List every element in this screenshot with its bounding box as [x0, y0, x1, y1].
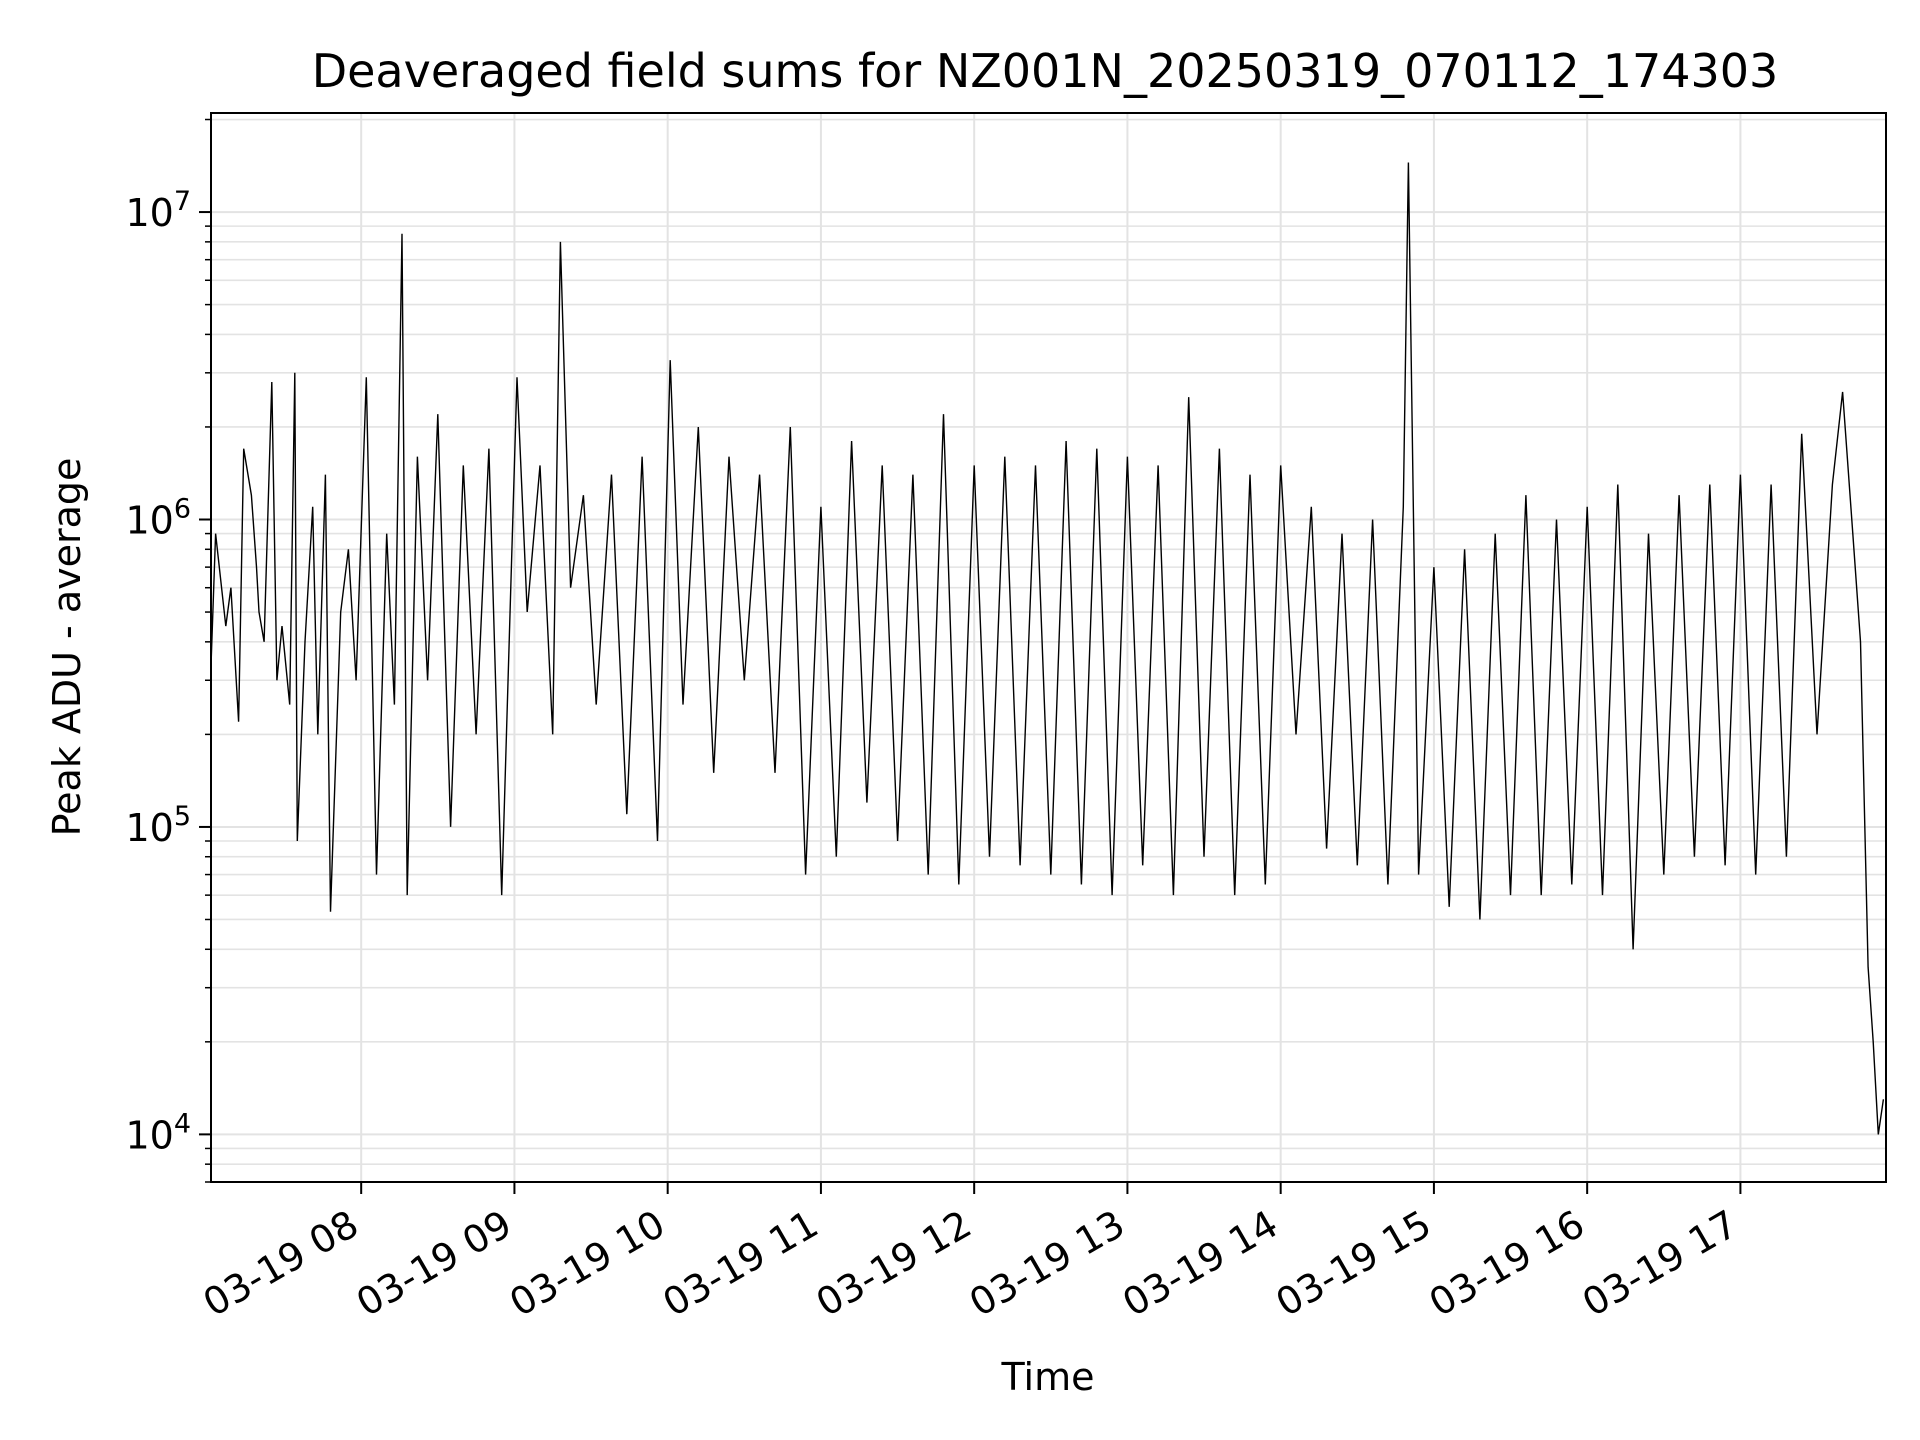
x-axis-label: Time: [1001, 1355, 1095, 1399]
y-tick-label: 107: [125, 186, 191, 235]
y-tick-label: 104: [125, 1108, 191, 1157]
plot-area: [211, 162, 1885, 1135]
y-tick-label: 106: [125, 494, 191, 543]
y-tick-label: 105: [125, 801, 191, 850]
chart-title: Deaveraged field sums for NZ001N_2025031…: [312, 44, 1779, 98]
series-line: [211, 162, 1885, 1135]
plot-frame: [210, 112, 1887, 1183]
y-axis-label: Peak ADU - average: [45, 458, 89, 837]
grid-lines: [211, 113, 1886, 1183]
y-axis: 104 105 106 107: [125, 118, 211, 1183]
